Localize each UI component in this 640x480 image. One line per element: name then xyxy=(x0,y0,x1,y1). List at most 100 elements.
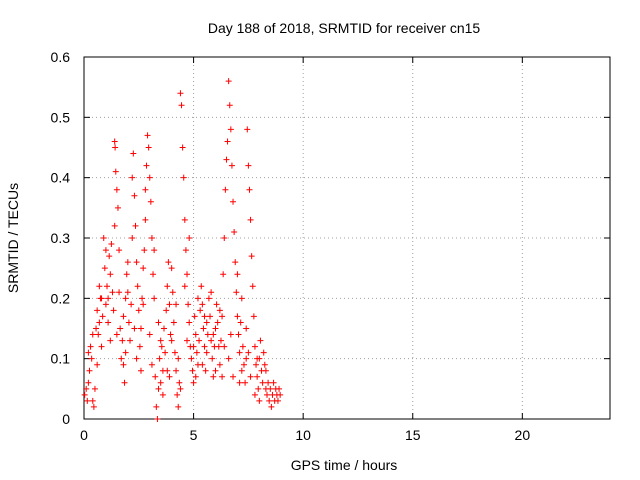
data-point xyxy=(140,265,147,272)
data-point xyxy=(184,271,191,278)
data-point xyxy=(120,361,127,368)
data-point xyxy=(166,373,173,380)
data-point xyxy=(246,186,253,193)
data-point xyxy=(276,385,283,392)
data-point xyxy=(192,331,199,338)
data-point xyxy=(120,313,127,320)
data-point xyxy=(216,307,223,314)
data-point xyxy=(142,186,149,193)
data-point xyxy=(249,283,256,290)
x-tick-labels: 0 5 10 15 20 xyxy=(80,427,530,443)
data-point xyxy=(182,247,189,254)
y-tick-label: 0.1 xyxy=(51,351,71,367)
data-point xyxy=(170,319,177,326)
data-point xyxy=(267,385,274,392)
data-point xyxy=(151,247,158,254)
data-point xyxy=(251,391,258,398)
data-point xyxy=(251,343,258,350)
x-tick-label: 10 xyxy=(295,427,311,443)
data-point xyxy=(155,319,162,326)
data-point xyxy=(203,319,210,326)
data-point xyxy=(266,397,273,404)
data-point xyxy=(152,373,159,380)
data-point xyxy=(265,379,272,386)
data-point xyxy=(230,373,237,380)
data-point xyxy=(169,289,176,296)
data-point xyxy=(268,403,275,410)
data-point xyxy=(245,162,252,169)
data-point xyxy=(157,337,164,344)
axis-ticks xyxy=(83,56,610,420)
data-point xyxy=(112,144,119,151)
data-point xyxy=(173,301,180,308)
data-point xyxy=(131,192,138,199)
data-point xyxy=(219,373,226,380)
data-point xyxy=(224,138,231,145)
data-point xyxy=(233,289,240,296)
data-point xyxy=(225,355,232,362)
data-point xyxy=(260,349,267,356)
data-point xyxy=(203,349,210,356)
y-tick-label: 0.3 xyxy=(51,230,71,246)
data-point xyxy=(208,289,215,296)
data-point xyxy=(89,397,96,404)
data-point xyxy=(102,247,109,254)
data-point xyxy=(274,397,281,404)
data-point xyxy=(227,126,234,133)
data-point xyxy=(100,235,107,241)
data-point xyxy=(190,343,197,350)
data-point xyxy=(86,367,93,374)
data-point xyxy=(105,319,112,326)
data-point xyxy=(238,367,245,374)
data-point xyxy=(181,216,188,223)
data-point xyxy=(242,379,249,386)
data-point xyxy=(81,391,88,398)
data-point xyxy=(151,295,158,302)
data-point xyxy=(95,331,102,338)
data-point xyxy=(102,301,109,308)
data-point xyxy=(186,319,193,326)
data-point xyxy=(212,325,219,332)
data-point xyxy=(101,265,108,272)
data-point xyxy=(85,349,92,356)
data-point xyxy=(180,174,187,181)
data-point xyxy=(232,259,239,266)
plot-frame xyxy=(83,56,611,420)
data-point xyxy=(270,379,277,386)
data-point xyxy=(227,331,234,338)
data-point xyxy=(145,144,152,151)
data-point xyxy=(214,319,221,326)
data-point xyxy=(147,198,154,205)
data-point xyxy=(110,307,117,314)
data-point xyxy=(215,343,222,350)
data-point xyxy=(139,295,146,302)
x-tick-label: 0 xyxy=(80,427,88,443)
data-point xyxy=(178,102,185,109)
data-point xyxy=(163,307,170,314)
data-point xyxy=(250,313,257,320)
data-point xyxy=(197,307,204,314)
data-point xyxy=(208,337,215,344)
data-point xyxy=(111,222,118,229)
y-tick-label: 0.5 xyxy=(51,109,71,125)
data-point xyxy=(118,355,125,362)
x-tick-label: 20 xyxy=(515,427,531,443)
data-point xyxy=(199,361,206,368)
data-point xyxy=(153,403,160,410)
data-point xyxy=(116,289,123,296)
data-point xyxy=(116,247,123,254)
data-point xyxy=(159,391,166,398)
data-point xyxy=(239,343,246,350)
data-point xyxy=(129,235,136,241)
data-point xyxy=(156,355,163,362)
grid-lines xyxy=(84,57,610,419)
y-tick-label: 0 xyxy=(62,411,70,427)
data-point xyxy=(136,343,143,350)
data-point xyxy=(199,301,206,308)
data-point xyxy=(124,259,131,266)
data-point xyxy=(174,391,181,398)
data-point xyxy=(173,367,180,374)
data-point xyxy=(117,325,124,332)
data-point xyxy=(204,331,211,338)
